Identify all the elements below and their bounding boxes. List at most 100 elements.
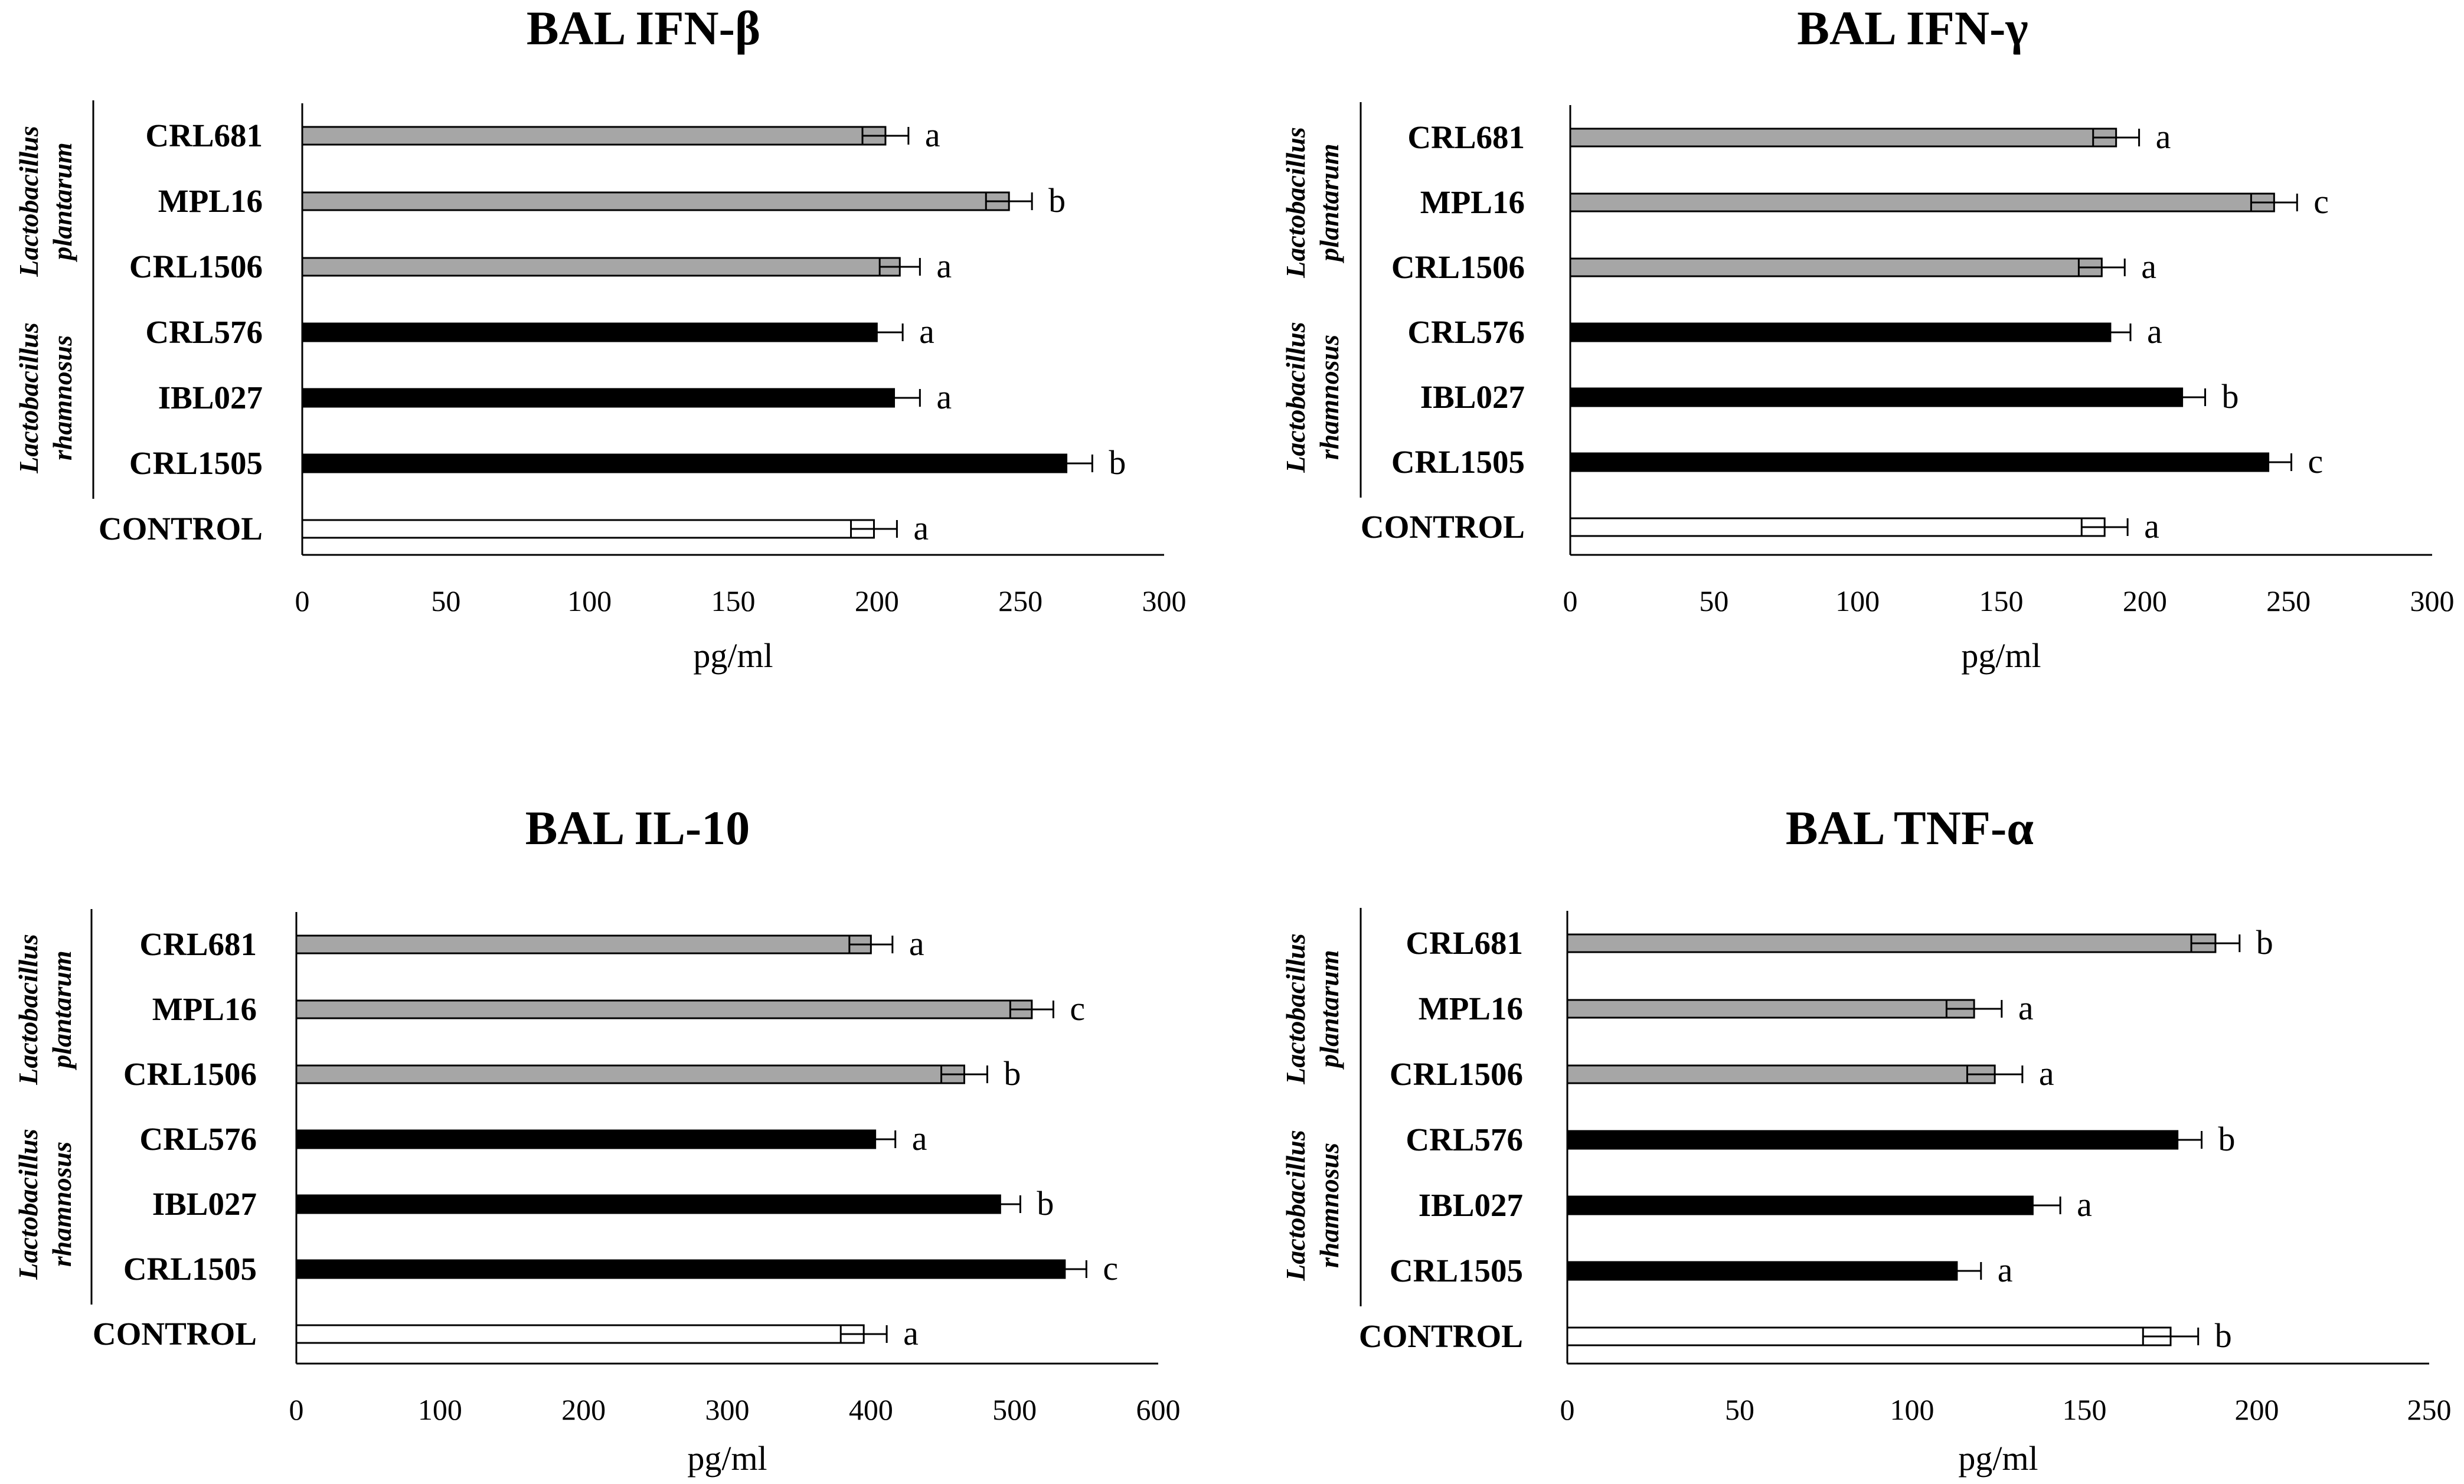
chart3-x-tick-label-500: 500 — [992, 1393, 1037, 1426]
chart4-bar-control — [1566, 1326, 2172, 1346]
chart3-title: BAL IL-10 — [525, 801, 750, 855]
chart2-bar-ibl027 — [1569, 387, 2184, 407]
chart3-category-label-crl1506: CRL1506 — [123, 1056, 257, 1092]
chart4-significance-crl576: b — [2218, 1120, 2236, 1158]
chart2-group-label-2-line1: Lactobacillus — [1280, 322, 1311, 473]
chart1-x-tick-label-250: 250 — [998, 584, 1043, 617]
chart2-title: BAL IFN-γ — [1797, 1, 2028, 55]
chart2-bar-control — [1569, 517, 2106, 537]
chart1-bar-crl1505 — [301, 453, 1068, 473]
chart4-bar-crl1506 — [1566, 1064, 1996, 1084]
chart3-significance-crl576: a — [912, 1119, 927, 1158]
chart3-significance-mpl16: c — [1070, 989, 1085, 1028]
chart3-category-label-crl681: CRL681 — [139, 926, 257, 962]
chart4-group-label-2-line1: Lactobacillus — [1280, 1130, 1311, 1282]
chart3-bar-crl681 — [295, 934, 872, 955]
chart2-significance-crl576: a — [2147, 312, 2162, 351]
chart2-x-tick-label-100: 100 — [1835, 584, 1880, 617]
chart4-bar-crl1505 — [1566, 1261, 1958, 1281]
chart4-group-label-2-line2: rhamnosus — [1314, 1143, 1344, 1268]
chart1-category-label-ibl027: IBL027 — [158, 380, 263, 416]
chart3-significance-crl1505: c — [1103, 1249, 1118, 1287]
chart1-title: BAL IFN-β — [527, 1, 760, 55]
chart1-x-tick-label-300: 300 — [1142, 584, 1187, 617]
chart1-x-tick-label-0: 0 — [295, 584, 310, 617]
chart2-x-tick-label-300: 300 — [2410, 584, 2455, 617]
chart4-significance-control: b — [2215, 1316, 2232, 1355]
chart2-x-axis-label: pg/ml — [1961, 636, 2041, 675]
chart1-group-label-2-line1: Lactobacillus — [14, 322, 44, 474]
chart4-x-tick-label-150: 150 — [2063, 1393, 2107, 1426]
chart1-category-label-crl576: CRL576 — [145, 314, 263, 350]
chart1-bar-crl1506 — [301, 257, 901, 277]
chart2-significance-control: a — [2144, 507, 2159, 545]
chart1-bar-mpl16 — [301, 191, 1010, 211]
chart4-significance-crl681: b — [2256, 923, 2273, 962]
chart2-category-label-ibl027: IBL027 — [1420, 379, 1525, 415]
chart1-significance-crl576: a — [919, 312, 934, 351]
chart4-bar-crl576 — [1566, 1130, 2179, 1150]
chart1-x-tick-label-50: 50 — [431, 584, 460, 617]
chart1-bar-control — [301, 519, 875, 539]
chart3-significance-ibl027: b — [1037, 1184, 1054, 1222]
chart2-category-label-crl1505: CRL1505 — [1391, 444, 1525, 480]
chart3-category-label-ibl027: IBL027 — [152, 1186, 257, 1222]
chart2-significance-crl1505: c — [2308, 442, 2324, 480]
chart2-x-tick-label-0: 0 — [1563, 584, 1578, 617]
chart2-x-tick-label-200: 200 — [2123, 584, 2167, 617]
chart2-bar-crl1506 — [1569, 257, 2103, 277]
chart3-x-tick-label-200: 200 — [561, 1393, 606, 1426]
chart4-x-tick-label-200: 200 — [2235, 1393, 2279, 1426]
chart1-significance-mpl16: b — [1048, 181, 1066, 220]
chart1-category-label-crl681: CRL681 — [145, 117, 263, 153]
chart4-x-tick-label-250: 250 — [2407, 1393, 2452, 1426]
chart2-significance-crl1506: a — [2141, 247, 2156, 286]
chart1-group-label-2-line2: rhamnosus — [47, 335, 77, 460]
chart3-x-tick-label-600: 600 — [1136, 1393, 1181, 1426]
chart3-category-label-mpl16: MPL16 — [152, 991, 257, 1027]
chart4-bar-crl681 — [1566, 933, 2217, 953]
chart1-category-label-control: CONTROL — [99, 511, 263, 547]
chart4-significance-ibl027: a — [2077, 1185, 2092, 1224]
chart2-category-label-mpl16: MPL16 — [1420, 184, 1525, 220]
chart1-significance-ibl027: a — [936, 378, 952, 416]
chart4-group-label-1-line1: Lactobacillus — [1280, 933, 1311, 1085]
chart3-bar-control — [295, 1324, 865, 1344]
chart1-category-label-crl1506: CRL1506 — [129, 249, 263, 285]
chart4-x-tick-label-50: 50 — [1725, 1393, 1754, 1426]
chart1-significance-control: a — [913, 509, 929, 547]
chart3-significance-control: a — [903, 1314, 919, 1352]
chart2-category-label-crl1506: CRL1506 — [1391, 249, 1525, 285]
chart3-bar-crl1505 — [295, 1259, 1066, 1279]
chart2-group-label-1-line2: plantarum — [1314, 143, 1344, 263]
chart3-significance-crl1506: b — [1004, 1054, 1021, 1093]
chart2-bar-crl681 — [1569, 128, 2117, 148]
chart3-category-label-control: CONTROL — [93, 1316, 257, 1352]
chart3-bar-mpl16 — [295, 999, 1033, 1019]
chart3-group-label-1-line2: plantarum — [47, 950, 77, 1070]
chart2-significance-crl681: a — [2156, 117, 2171, 156]
chart4-category-label-mpl16: MPL16 — [1419, 991, 1523, 1027]
chart1-category-label-crl1505: CRL1505 — [129, 445, 263, 481]
chart4-bar-ibl027 — [1566, 1195, 2034, 1215]
chart3-x-tick-label-400: 400 — [849, 1393, 893, 1426]
chart2-significance-ibl027: b — [2222, 377, 2239, 416]
chart2-significance-mpl16: c — [2313, 182, 2329, 221]
chart1-x-tick-label-150: 150 — [711, 584, 756, 617]
chart4-title: BAL TNF-α — [1786, 801, 2034, 855]
chart1-group-label-1-line2: plantarum — [47, 142, 77, 262]
chart1-bar-ibl027 — [301, 388, 896, 408]
chart1-x-tick-label-100: 100 — [567, 584, 612, 617]
chart2-bar-crl1505 — [1569, 452, 2270, 472]
chart2-category-label-crl576: CRL576 — [1407, 314, 1525, 350]
chart4-x-tick-label-0: 0 — [1560, 1393, 1575, 1426]
chart2-bar-crl576 — [1569, 322, 2112, 342]
chart1-group-label-1-line1: Lactobacillus — [14, 126, 44, 277]
chart3-group-label-2-line2: rhamnosus — [47, 1142, 77, 1267]
chart2-group-label-1-line1: Lactobacillus — [1280, 127, 1311, 279]
chart3-x-tick-label-100: 100 — [418, 1393, 462, 1426]
chart2-category-label-control: CONTROL — [1361, 509, 1525, 545]
chart4-category-label-crl1505: CRL1505 — [1390, 1253, 1523, 1289]
